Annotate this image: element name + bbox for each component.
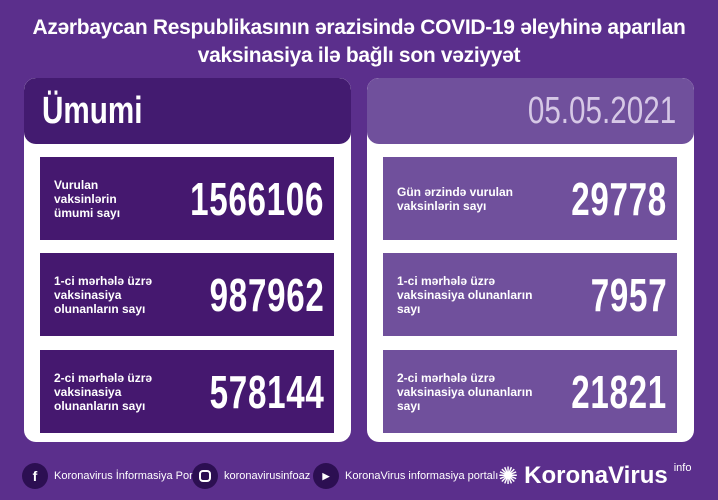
total-header: Ümumi bbox=[42, 89, 143, 132]
stat-box: 2-ci mərhələ üzrə vaksinasiya olunanları… bbox=[40, 350, 334, 433]
virus-icon: ✺ bbox=[498, 462, 519, 490]
logo-text: KoronaVirus bbox=[524, 461, 668, 489]
youtube-icon: ▶ bbox=[313, 463, 339, 489]
footer: f Koronavirus İnformasiya Portalı koronav… bbox=[0, 458, 718, 494]
stat-box: 2-ci mərhələ üzrə vaksinasiya olunanları… bbox=[383, 350, 677, 433]
facebook-link[interactable]: f Koronavirus İnformasiya Portalı bbox=[22, 463, 207, 489]
title-line-2: vaksinasiya ilə bağlı son vəziyyət bbox=[197, 44, 521, 67]
stat-label: 1-ci mərhələ üzrə vaksinasiya olunanları… bbox=[54, 273, 153, 316]
youtube-label: KoronaVirus informasiya portalı bbox=[345, 470, 499, 482]
facebook-label: Koronavirus İnformasiya Portalı bbox=[54, 470, 208, 482]
stat-value: 21821 bbox=[571, 365, 667, 418]
koronavirus-logo: ✺ KoronaVirus info bbox=[498, 462, 691, 491]
stat-box: Vurulan vaksinlərin ümumi sayı 1566106 bbox=[40, 157, 334, 240]
stat-value: 578144 bbox=[209, 365, 324, 418]
youtube-link[interactable]: ▶ KoronaVirus informasiya portalı bbox=[313, 463, 498, 489]
stat-box: 1-ci mərhələ üzrə vaksinasiya olunanları… bbox=[383, 253, 677, 336]
stat-label: 2-ci mərhələ üzrə vaksinasiya olunanları… bbox=[54, 370, 153, 413]
facebook-icon: f bbox=[22, 463, 48, 489]
stat-box: Gün ərzində vurulan vaksinlərin sayı 2977… bbox=[383, 157, 677, 240]
stat-label: Vurulan vaksinlərin ümumi sayı bbox=[54, 177, 121, 220]
stat-label: 2-ci mərhələ üzrə vaksinasiya olunanları… bbox=[397, 370, 533, 413]
stat-value: 987962 bbox=[209, 268, 324, 321]
total-panel: Ümumi Vurulan vaksinlərin ümumi sayı 1566… bbox=[24, 78, 351, 442]
instagram-icon bbox=[192, 463, 218, 489]
stat-value: 7957 bbox=[590, 268, 667, 321]
instagram-link[interactable]: koronavirusinfoaz bbox=[192, 463, 310, 489]
instagram-label: koronavirusinfoaz bbox=[224, 470, 311, 482]
stat-box: 1-ci mərhələ üzrə vaksinasiya olunanları… bbox=[40, 253, 334, 336]
date-header: 05.05.2021 bbox=[527, 89, 676, 132]
stat-value: 1566106 bbox=[190, 172, 324, 225]
stat-value: 29778 bbox=[571, 172, 667, 225]
title-line-1: Azərbaycan Respublikasının ərazisində CO… bbox=[32, 16, 686, 39]
logo-sup: info bbox=[673, 461, 692, 474]
stat-label: Gün ərzində vurulan vaksinlərin sayı bbox=[397, 184, 514, 213]
daily-panel: 05.05.2021 Gün ərzində vurulan vaksinlər… bbox=[367, 78, 694, 442]
stat-label: 1-ci mərhələ üzrə vaksinasiya olunanları… bbox=[397, 273, 533, 316]
